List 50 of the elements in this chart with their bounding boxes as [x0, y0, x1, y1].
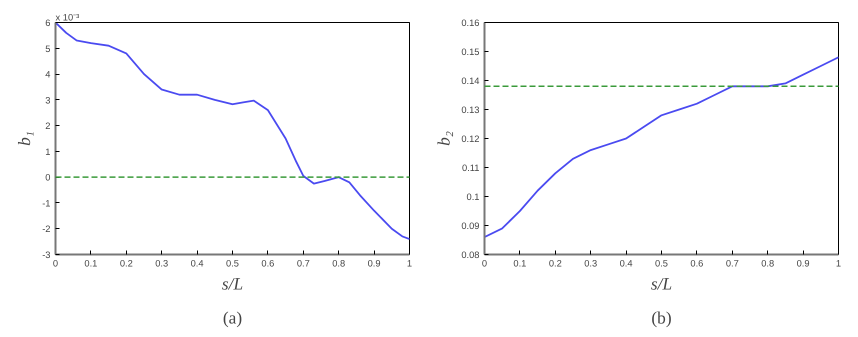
text: (a): [222, 308, 242, 328]
y-tick-label: 0.16: [461, 18, 480, 28]
y-tick-label: 0.11: [462, 163, 480, 173]
y-tick-label: 0.12: [461, 134, 480, 144]
x-tick-label: 0.7: [726, 258, 739, 268]
y-tick-label: 0.13: [461, 105, 480, 115]
x-tick-label: 0.5: [226, 258, 239, 268]
y-tick-label: 0: [45, 172, 51, 183]
text: (b): [651, 308, 672, 328]
x-tick-label: 0.3: [155, 258, 168, 268]
y-tick-label: 4: [45, 70, 51, 80]
y-tick-label: 3: [45, 95, 51, 106]
x-tick-label: 0.1: [513, 258, 526, 268]
x-tick-label: 0.8: [761, 258, 774, 268]
x-tick-label: 0.9: [368, 258, 381, 268]
x-tick-label: 0: [52, 258, 58, 268]
x-tick-label: 0.4: [190, 258, 204, 268]
y-tick-label: 5: [45, 44, 51, 54]
x-tick-label: 1: [406, 258, 412, 268]
x-tick-label: 1: [836, 258, 842, 268]
x-tick-label: 0.1: [84, 258, 98, 268]
x-tick-label: 0.4: [620, 258, 633, 268]
y-tick-label: -3: [42, 250, 51, 260]
y-tick-label: 0.15: [461, 47, 480, 57]
y-tick-label: 1: [45, 146, 51, 157]
x-tick-label: 0.2: [548, 258, 562, 268]
x-tick-label: 0.6: [261, 258, 274, 268]
y-tick-label: -1: [42, 198, 51, 208]
text: x 10⁻³: [56, 12, 80, 22]
y-tick-label: -2: [42, 224, 51, 234]
y-tick-label: 6: [45, 18, 51, 28]
x-tick-label: 0.8: [332, 258, 346, 268]
x-tick-label: 0.3: [584, 258, 598, 268]
y-axis-title: b₂: [434, 131, 454, 146]
x-tick-label: 0.6: [690, 258, 704, 268]
y-tick-label: 0.09: [461, 221, 480, 231]
x-tick-label: 0: [482, 258, 488, 268]
y-tick-label: 2: [45, 121, 51, 132]
x-tick-label: 0.2: [120, 258, 133, 268]
x-axis-title: s/L: [650, 274, 672, 294]
x-tick-label: 0.7: [296, 258, 310, 268]
x-tick-label: 0.9: [796, 258, 810, 268]
x-tick-label: 0.5: [655, 258, 668, 268]
y-tick-label: 0.1: [466, 192, 480, 202]
line-series: [484, 56, 838, 238]
y-axis-title: b₁: [15, 131, 34, 146]
x-axis-title: s/L: [222, 274, 244, 294]
y-tick-label: 0.14: [461, 76, 480, 86]
y-tick-label: 0.08: [461, 250, 480, 260]
line-series: [56, 22, 410, 240]
